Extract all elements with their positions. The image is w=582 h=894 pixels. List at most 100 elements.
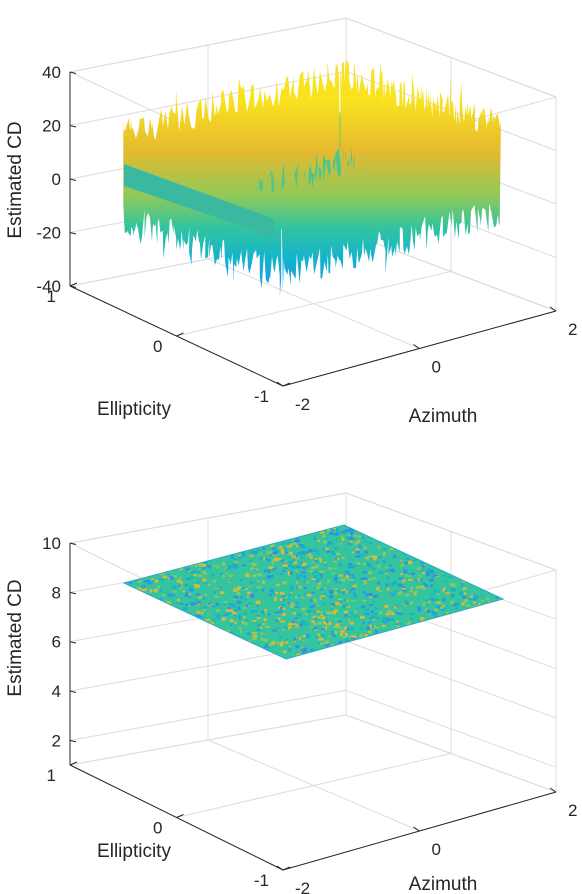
surface-noise-cell <box>144 657 149 659</box>
surface-noise-cell <box>184 594 188 597</box>
surface-noise-cell <box>256 565 261 567</box>
surface-noise-cell <box>427 600 432 603</box>
surface-noise-cell <box>487 565 490 567</box>
z-tick-label: -20 <box>36 224 61 243</box>
surface-noise-cell <box>271 554 275 556</box>
surface-noise-cell <box>241 568 246 572</box>
surface-noise-cell <box>329 657 334 659</box>
surface-noise-cell <box>475 556 479 559</box>
surface-noise-cell <box>323 658 327 659</box>
surface-noise-cell <box>149 578 153 582</box>
surface-noise-cell <box>491 629 495 631</box>
surface-noise-cell <box>167 618 172 622</box>
surface-noise-cell <box>383 548 387 551</box>
surface-noise-cell <box>473 527 478 530</box>
surface-noise-cell <box>132 525 137 529</box>
surface-noise-cell <box>291 620 295 624</box>
surface-noise-cell <box>412 551 417 555</box>
surface-noise-cell <box>130 641 134 644</box>
surface-noise-cell <box>500 525 503 528</box>
surface-noise-cell <box>466 650 470 653</box>
surface-noise-cell <box>456 602 460 606</box>
surface-noise-cell <box>293 617 299 620</box>
surface-noise-cell <box>334 630 338 634</box>
surface-noise-cell <box>389 564 393 567</box>
surface-noise-cell <box>477 635 483 638</box>
surface-noise-cell <box>351 599 356 602</box>
surface-noise-cell <box>349 627 354 631</box>
surface-noise-cell <box>213 591 216 593</box>
surface-noise-cell <box>282 534 286 539</box>
surface-noise-cell <box>328 621 332 625</box>
surface-noise-cell <box>424 534 430 537</box>
surface-noise-cell <box>142 543 146 547</box>
surface-noise-cell <box>446 633 450 638</box>
surface-noise-cell <box>200 545 205 549</box>
plot2-x-ticks: -202 <box>276 787 577 894</box>
surface-noise-cell <box>422 602 426 606</box>
surface-noise-cell <box>345 574 349 579</box>
surface-noise-cell <box>173 646 176 650</box>
surface-noise-cell <box>238 627 242 630</box>
surface-noise-cell <box>487 577 491 579</box>
surface-noise-cell <box>235 643 239 647</box>
surface-noise-cell <box>495 538 498 542</box>
surface-noise-cell <box>137 580 142 583</box>
surface-noise-cell <box>470 569 475 574</box>
surface-noise-cell <box>181 636 185 640</box>
surface-noise-cell <box>331 612 335 615</box>
surface-noise-cell <box>209 528 213 532</box>
surface-noise-cell <box>130 632 134 636</box>
surface-noise-cell <box>163 546 167 549</box>
surface-noise-cell <box>384 611 389 614</box>
surface-noise-cell <box>302 634 306 638</box>
surface-noise-cell <box>182 546 186 550</box>
surface-noise-cell <box>284 548 288 551</box>
surface-noise-cell <box>201 632 206 636</box>
surface-noise-cell <box>403 636 408 639</box>
surface-noise-cell <box>250 526 254 530</box>
surface-noise-cell <box>143 594 149 597</box>
surface-noise-cell <box>254 610 258 612</box>
surface-noise-cell <box>426 649 429 653</box>
surface-noise-cell <box>217 534 221 538</box>
surface-noise-cell <box>428 568 433 572</box>
surface-noise-cell <box>473 542 478 546</box>
surface-noise-cell <box>383 532 388 534</box>
surface-noise-cell <box>173 561 177 565</box>
surface-noise-cell <box>222 640 228 644</box>
surface-noise-cell <box>316 615 321 619</box>
surface-noise-cell <box>281 552 285 555</box>
surface-noise-cell <box>373 568 376 570</box>
surface-noise-cell <box>399 622 403 625</box>
surface-noise-cell <box>225 531 229 534</box>
surface-noise-cell <box>281 646 287 650</box>
surface-noise-cell <box>293 541 297 545</box>
surface-noise-cell <box>473 594 477 598</box>
surface-noise-cell <box>378 528 383 532</box>
surface-noise-cell <box>369 565 373 569</box>
surface-noise-cell <box>316 633 320 636</box>
surface-noise-cell <box>299 574 303 577</box>
surface-noise-cell <box>465 566 471 570</box>
x-tick-label: 2 <box>568 801 577 820</box>
surface-noise-cell <box>187 590 190 593</box>
surface-noise-cell <box>222 648 227 651</box>
surface-noise-cell <box>166 637 170 641</box>
surface-noise-cell <box>391 636 395 639</box>
surface-noise-cell <box>208 565 212 569</box>
surface-noise-cell <box>189 616 194 619</box>
surface-noise-cell <box>283 560 287 563</box>
surface-noise-cell <box>402 541 406 544</box>
surface-noise-cell <box>314 540 317 543</box>
surface-noise-cell <box>364 528 367 531</box>
surface-noise-cell <box>277 642 280 644</box>
surface-noise-cell <box>375 624 381 628</box>
surface-noise-cell <box>405 603 409 605</box>
surface-noise-cell <box>186 629 191 632</box>
surface-noise-cell <box>453 639 457 642</box>
surface-noise-cell <box>470 576 473 579</box>
surface-noise-cell <box>373 645 376 647</box>
surface-noise-cell <box>362 571 367 574</box>
surface-noise-cell <box>411 586 415 591</box>
